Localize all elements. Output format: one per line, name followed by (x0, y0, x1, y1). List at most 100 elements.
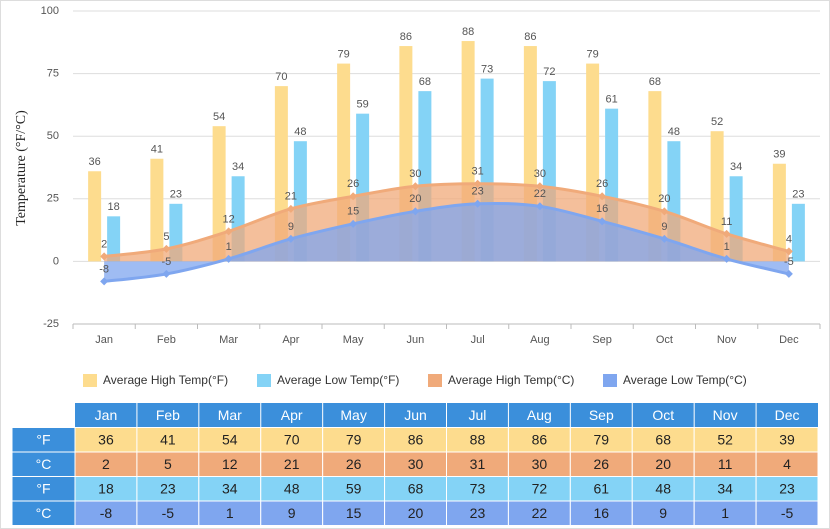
marker (411, 182, 420, 191)
bar (212, 126, 226, 262)
x-tick-label: Jan (95, 334, 113, 346)
legend-label: Average Low Temp(°C) (623, 373, 747, 387)
point-label: 9 (661, 221, 667, 233)
table-cell-bg (446, 500, 509, 526)
table-cell-bg (631, 476, 695, 502)
bar-label: 68 (649, 76, 661, 88)
marker (784, 247, 793, 256)
table-cell-bg (322, 427, 386, 453)
marker (473, 179, 482, 188)
marker (411, 207, 420, 216)
marker (224, 227, 233, 236)
table-header: May (340, 407, 366, 423)
marker (162, 269, 171, 278)
point-label: 20 (658, 193, 670, 205)
table-header: Sep (589, 407, 614, 423)
marker (722, 229, 731, 238)
table-header: Dec (775, 407, 800, 423)
table-cell: 79 (594, 431, 610, 447)
x-tick-label: Aug (530, 334, 550, 346)
table-cell-bg (384, 500, 448, 526)
table-cell: 1 (226, 505, 234, 521)
bar-label: 79 (587, 48, 599, 60)
table-cell-bg (755, 500, 819, 526)
marker (598, 192, 607, 201)
table-cell: 30 (408, 456, 424, 472)
bar-label: 73 (481, 64, 493, 76)
bar-label: 86 (524, 31, 536, 43)
point-label: 2 (101, 238, 107, 250)
marker (162, 244, 171, 253)
bar-label: 86 (400, 31, 412, 43)
table-cell: 34 (222, 480, 238, 496)
bar-label: 88 (462, 26, 474, 38)
marker (349, 219, 358, 228)
legend-swatch (257, 374, 271, 387)
marker (286, 204, 295, 213)
bar-label: 48 (668, 126, 680, 138)
table-cell-bg (74, 451, 138, 477)
table-row-label: °F (36, 431, 50, 447)
y-tick-label: 100 (41, 5, 59, 17)
table-cell: 16 (594, 505, 610, 521)
table-cell-bg (631, 451, 695, 477)
table-cell-bg (693, 451, 757, 477)
table-cell-bg (755, 427, 819, 453)
table-cell: 88 (470, 431, 486, 447)
table-cell-bg (260, 500, 324, 526)
table-cell: 39 (779, 431, 795, 447)
table-cell: 20 (655, 456, 671, 472)
table-cell: -5 (781, 505, 794, 521)
table-cell-bg (507, 500, 571, 526)
point-label: 1 (724, 241, 730, 253)
table-row-label-bg (11, 451, 76, 477)
table-cell: 26 (594, 456, 610, 472)
x-tick-label: Sep (592, 334, 612, 346)
table-cell-bg (569, 476, 633, 502)
table-cell-bg (198, 476, 262, 502)
table-row-label-bg (11, 476, 76, 502)
point-label: 11 (721, 216, 732, 228)
marker (784, 269, 793, 278)
table-cell-bg (384, 451, 448, 477)
table-cell: 34 (717, 480, 733, 496)
table-cell: 61 (594, 480, 610, 496)
bar-label: 61 (606, 94, 618, 106)
table-cell: 73 (470, 480, 486, 496)
table-cell-bg (136, 427, 200, 453)
table-header: Nov (713, 407, 738, 423)
area (104, 203, 789, 282)
marker (660, 234, 669, 243)
table-cell: 68 (408, 480, 424, 496)
point-label: 31 (472, 166, 484, 178)
table-cell-bg (260, 476, 324, 502)
table-cell: 72 (532, 480, 548, 496)
point-label: 4 (786, 233, 792, 245)
table-cell: 36 (98, 431, 114, 447)
table-header: Oct (652, 407, 674, 423)
point-label: 20 (409, 193, 421, 205)
table-cell-bg (693, 427, 757, 453)
marker (100, 277, 109, 286)
bar (791, 203, 805, 262)
y-tick-label: -25 (43, 318, 59, 330)
marker (224, 254, 233, 263)
line (103, 201, 790, 283)
bar (88, 171, 102, 262)
table-header: Jul (469, 407, 487, 423)
table-cell: -5 (162, 505, 175, 521)
table-cell-bg (322, 500, 386, 526)
point-label: -5 (784, 256, 794, 268)
table-cell: 1 (721, 505, 729, 521)
x-tick-label: Apr (282, 334, 299, 346)
table-cell-bg (755, 476, 819, 502)
table-cell-bg (198, 451, 262, 477)
marker (535, 202, 544, 211)
table-header: Jan (95, 407, 118, 423)
table-cell: 59 (346, 480, 362, 496)
table-cell-bg (260, 427, 324, 453)
marker (286, 234, 295, 243)
table-cell: 48 (284, 480, 300, 496)
table-cell: 23 (779, 480, 795, 496)
